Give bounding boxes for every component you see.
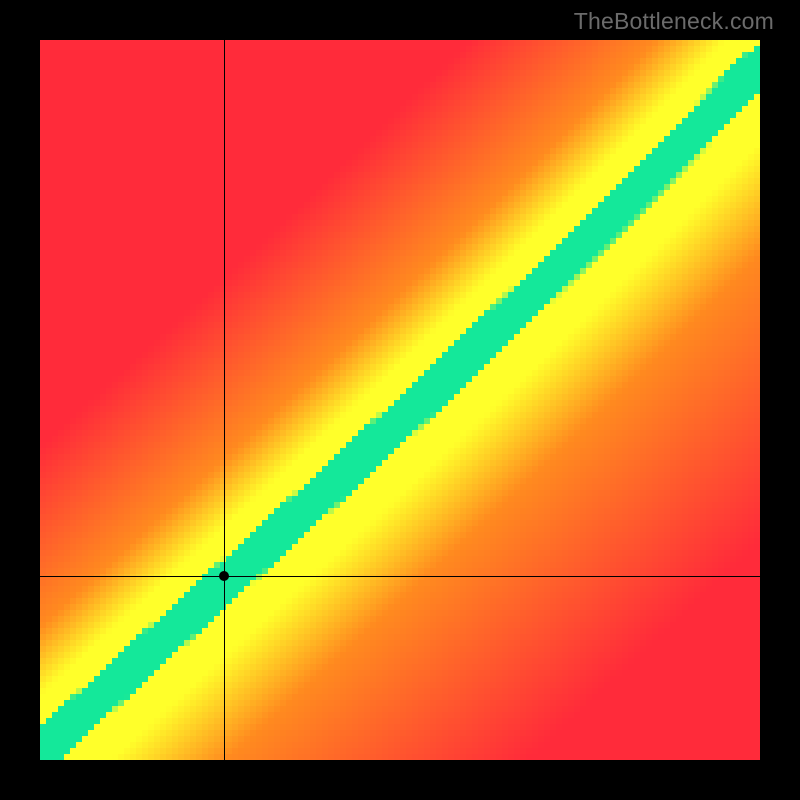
crosshair-vertical	[224, 40, 225, 760]
crosshair-marker	[219, 571, 229, 581]
heatmap-canvas	[40, 40, 760, 760]
crosshair-horizontal	[40, 576, 760, 577]
heatmap-plot	[40, 40, 760, 760]
watermark-text: TheBottleneck.com	[574, 8, 774, 35]
